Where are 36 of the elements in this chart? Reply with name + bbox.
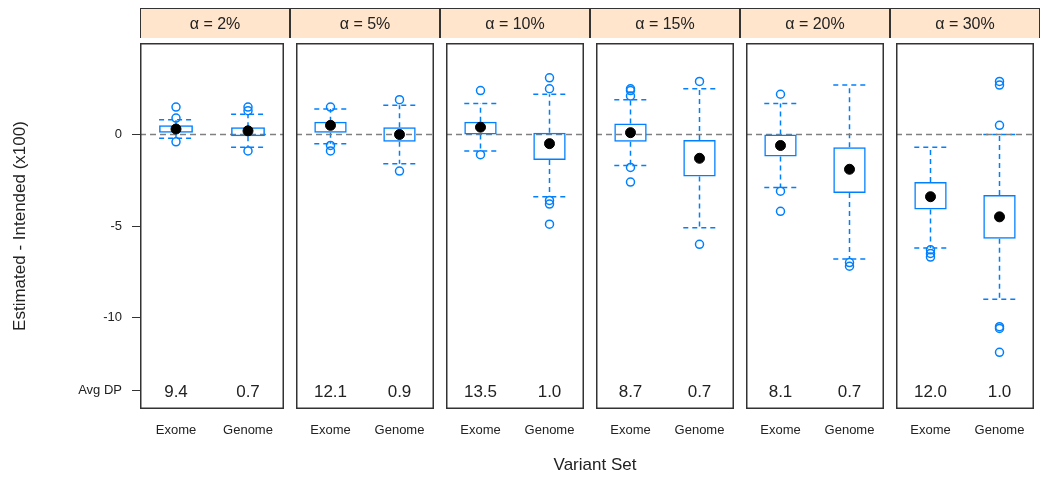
y-tick-label: Avg DP <box>78 382 122 398</box>
x-tick-label: Exome <box>910 422 951 438</box>
y-axis-title: Estimated - Intended (x100) <box>9 121 29 331</box>
x-tick-label: Exome <box>760 422 801 438</box>
y-tick-label: -5 <box>110 217 122 233</box>
x-tick-label: Exome <box>460 422 501 438</box>
x-tick-label: Genome <box>524 422 575 438</box>
x-tick-label: Exome <box>310 422 351 438</box>
chart-title: α = 15% <box>590 8 740 38</box>
x-axis-title: Variant Set <box>552 455 638 475</box>
annotation: 8.7 <box>618 381 643 401</box>
x-tick-label: Genome <box>674 422 725 438</box>
annotation: 13.5 <box>463 381 498 401</box>
annotation: 0.7 <box>236 381 260 401</box>
annotation: 8.1 <box>768 381 793 401</box>
x-tick-label: Genome <box>974 422 1025 438</box>
chart-title: α = 30% <box>890 8 1040 38</box>
annotation: 0.9 <box>387 381 412 401</box>
chart-title: α = 20% <box>740 8 890 38</box>
y-tick-label: -10 <box>103 309 122 325</box>
annotation: 1.0 <box>537 381 562 401</box>
x-tick-label: Genome <box>223 422 273 438</box>
chart-title: α = 10% <box>440 8 590 38</box>
chart-title: α = 2% <box>140 8 290 38</box>
annotation: 1.0 <box>987 381 1012 401</box>
annotation: 9.4 <box>164 381 188 401</box>
annotation: 0.7 <box>687 381 712 401</box>
annotation: 12.1 <box>313 381 348 401</box>
x-tick-label: Exome <box>155 422 197 438</box>
annotation: 12.0 <box>913 381 948 401</box>
x-tick-label: Genome <box>824 422 875 438</box>
x-tick-label: Exome <box>610 422 651 438</box>
x-tick-label: Genome <box>374 422 425 438</box>
y-tick-label: 0 <box>114 126 122 142</box>
annotation: 0.7 <box>837 381 862 401</box>
chart-title: α = 5% <box>290 8 440 38</box>
